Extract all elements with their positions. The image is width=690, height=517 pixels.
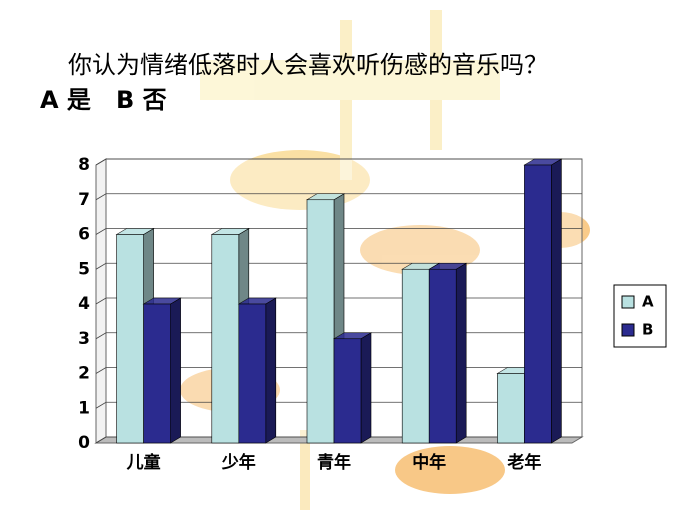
y-tick-label: 5 — [78, 259, 90, 279]
chart-title: 你认为情绪低落时人会喜欢听伤感的音乐吗？ — [68, 51, 548, 79]
x-tick-label: 中年 — [412, 452, 446, 473]
bar-side — [455, 262, 467, 444]
x-tick-label: 老年 — [506, 452, 541, 473]
bar — [333, 338, 362, 444]
bar — [401, 268, 430, 444]
legend-box — [613, 284, 667, 348]
y-tick-label: 2 — [78, 364, 90, 384]
y-tick-label: 1 — [78, 398, 90, 418]
y-tick-label: 7 — [78, 190, 90, 210]
legend-swatch — [621, 295, 635, 309]
legend-label: B — [642, 321, 653, 339]
bar-side — [170, 297, 181, 444]
y-tick-label: 4 — [78, 294, 90, 314]
bar — [428, 268, 457, 444]
y-tick-label: 0 — [78, 433, 90, 453]
bar-side — [551, 158, 562, 444]
y-tick-label: 6 — [78, 225, 90, 245]
chart-subtitle: A 是 B 否 — [40, 86, 167, 114]
x-tick-label: 少年 — [221, 452, 256, 473]
grid-line — [95, 193, 582, 201]
legend-label: A — [642, 293, 654, 311]
bar — [143, 303, 171, 444]
grid-line — [95, 228, 582, 235]
background-decor — [180, 10, 590, 510]
bar — [116, 234, 144, 444]
bar-side — [360, 332, 372, 444]
grid-line — [95, 158, 582, 166]
bar — [238, 303, 267, 444]
x-tick-label: 儿童 — [126, 452, 161, 473]
bar — [497, 373, 525, 444]
bar — [524, 164, 552, 444]
bar — [211, 234, 240, 444]
bar-side — [265, 297, 277, 444]
bar — [306, 199, 335, 444]
legend-swatch — [621, 323, 635, 337]
x-tick-label: 青年 — [317, 452, 351, 473]
y-tick-label: 3 — [78, 329, 90, 349]
y-tick-label: 8 — [78, 155, 90, 175]
